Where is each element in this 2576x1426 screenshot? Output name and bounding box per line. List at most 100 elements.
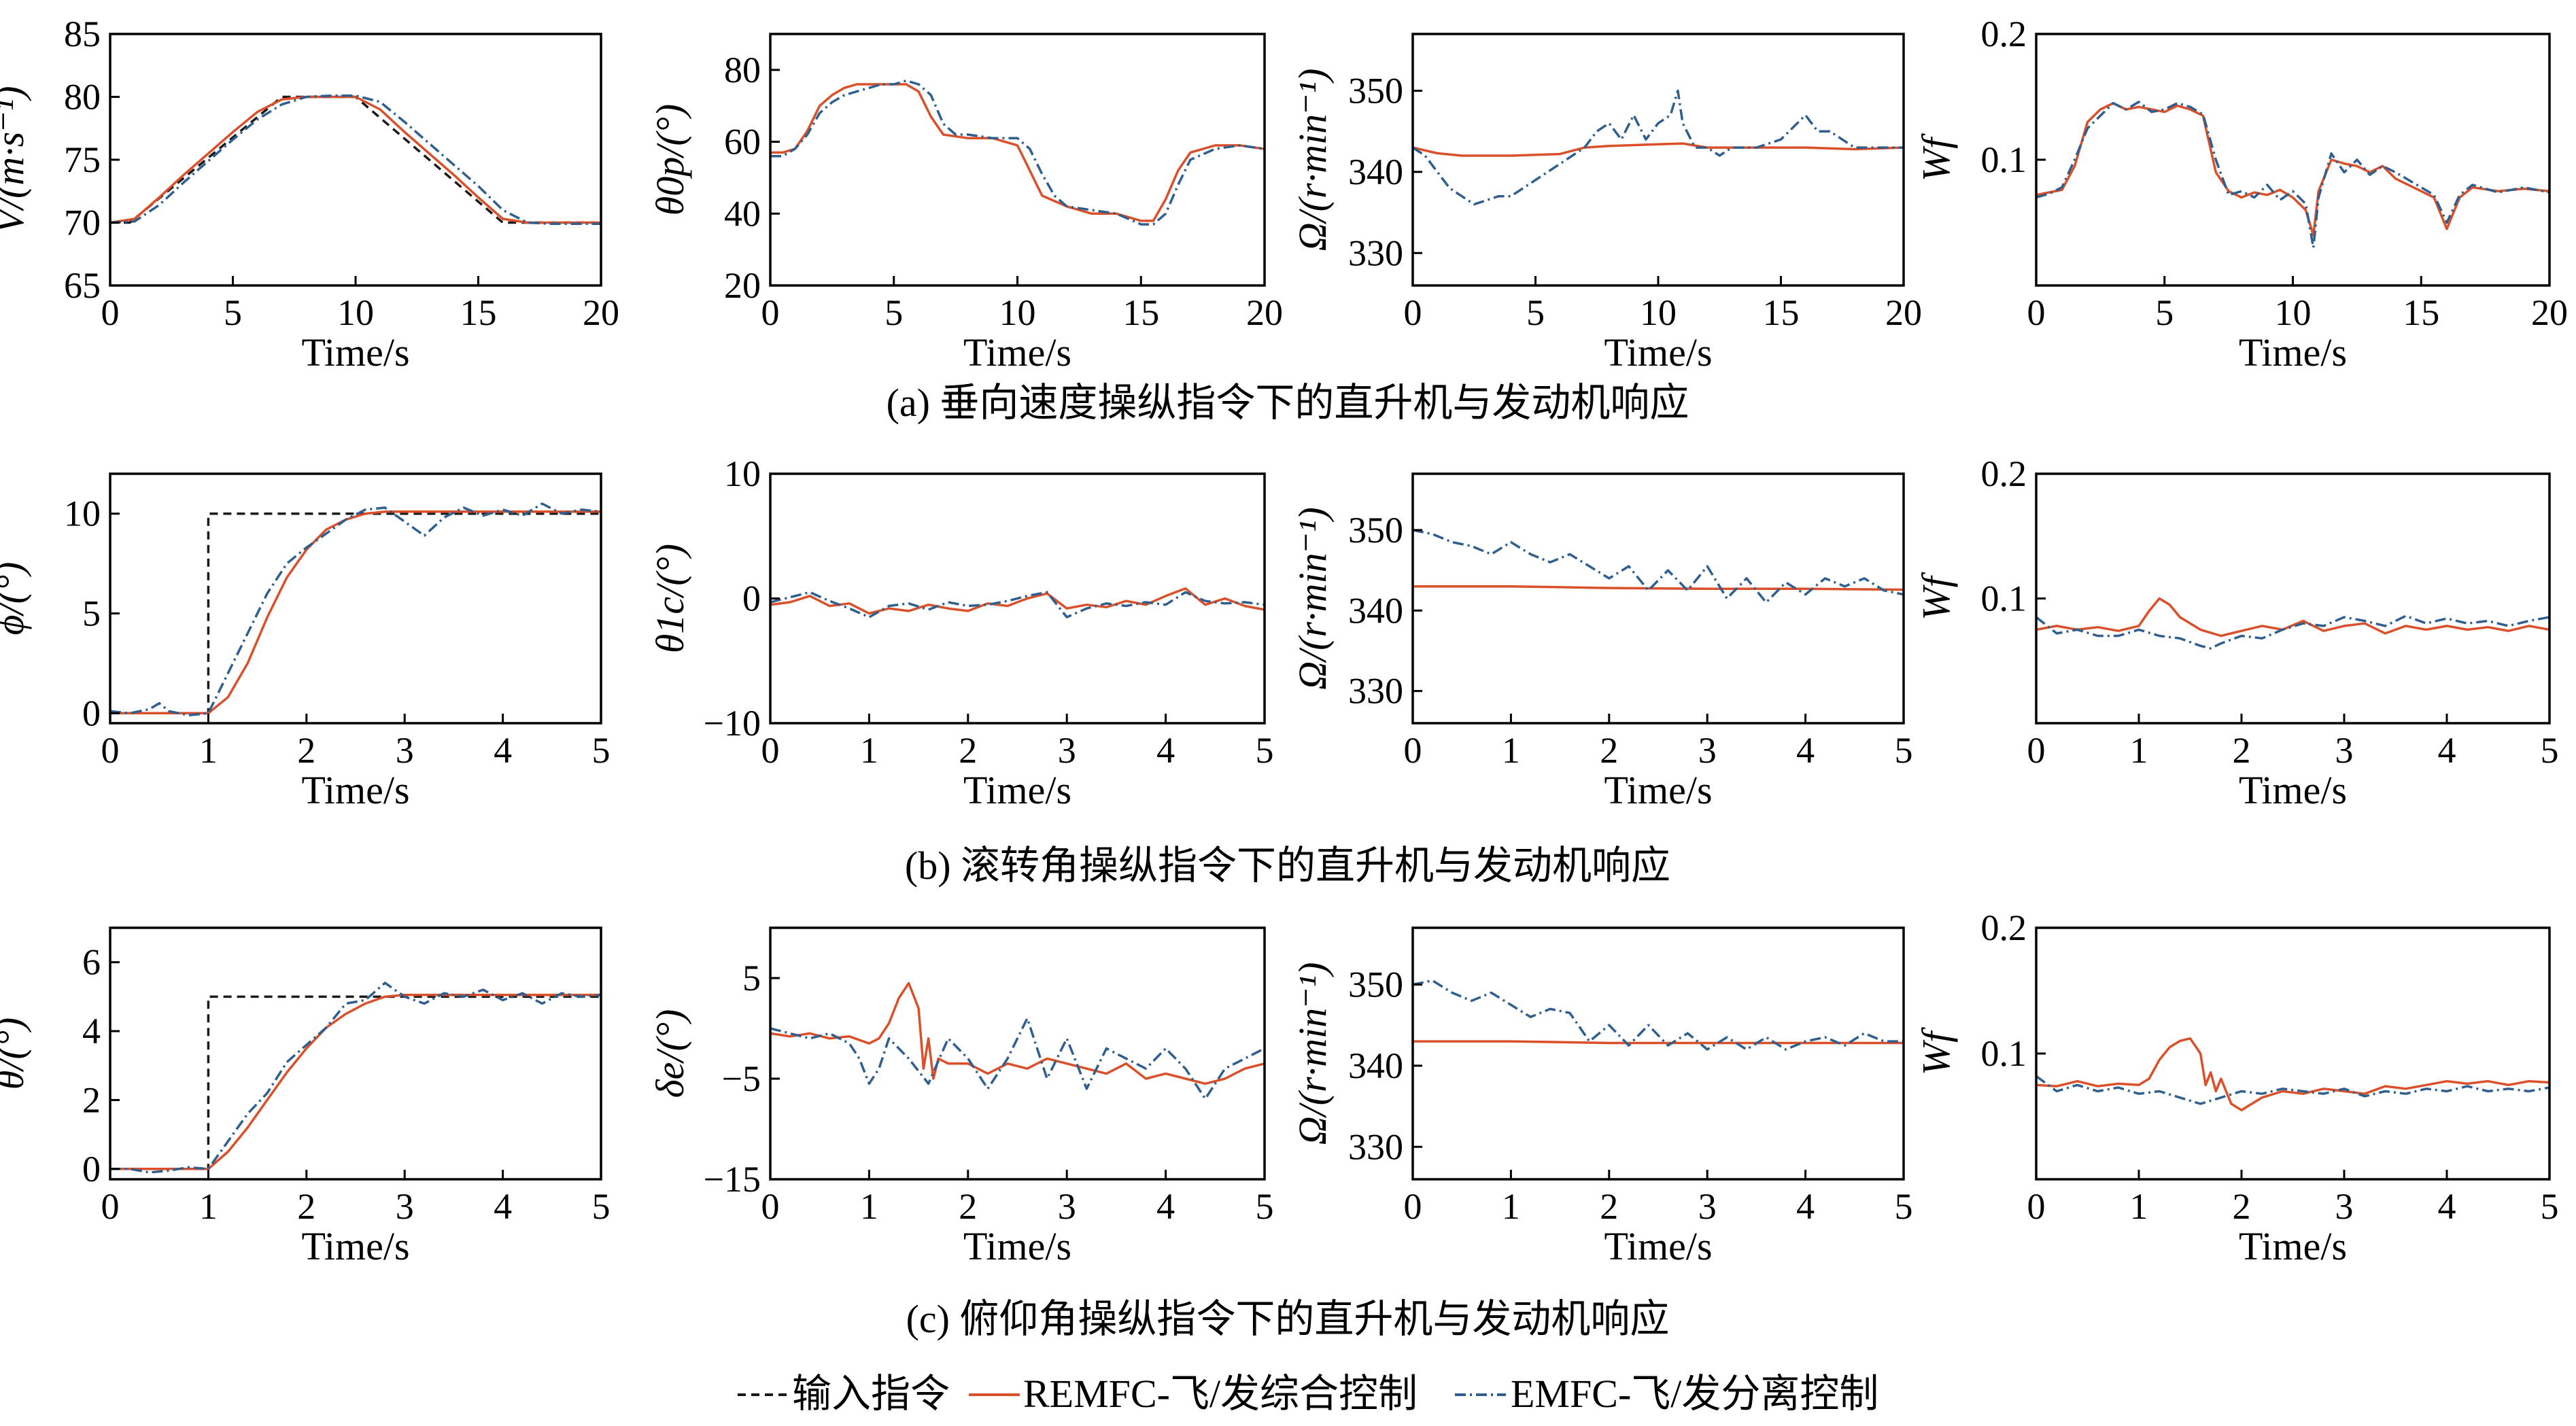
y-axis-label: Ω/(r·min⁻¹) <box>1290 962 1335 1145</box>
x-tick-label: 0 <box>2027 730 2046 771</box>
x-tick-label: 5 <box>885 292 903 333</box>
x-axis-label: Time/s <box>2239 1224 2347 1268</box>
y-tick-label: 330 <box>1348 1126 1403 1167</box>
x-tick-label: 0 <box>1404 1186 1422 1227</box>
series-line-remfc <box>2036 102 2549 237</box>
y-axis-label: δe/(°) <box>648 1009 692 1098</box>
x-tick-label: 2 <box>2233 730 2251 771</box>
series-group <box>110 981 601 1174</box>
y-tick-label: 350 <box>1348 71 1403 111</box>
plot-frame <box>2035 33 2551 287</box>
y-axis-label: Wf <box>1914 572 1958 620</box>
x-axis-label: Time/s <box>1604 1224 1712 1268</box>
chart-panel-5: 0 1 2 3 4 5 0 5 10 Time/s ϕ/(°) <box>0 472 611 812</box>
series-group <box>770 79 1265 226</box>
plot-frame <box>109 33 602 287</box>
chart-panel-2: 0 5 10 15 20 20 40 60 80 Time/s θ0p/(°) <box>648 33 1283 375</box>
x-tick-label: 3 <box>396 1186 414 1227</box>
y-tick-label: 65 <box>64 265 101 306</box>
y-tick-label: 0.2 <box>1981 14 2027 54</box>
chart-panel-4: 0 5 10 15 20 0.1 0.2 Time/s Wf <box>1914 14 2568 375</box>
series-group <box>1413 89 1904 206</box>
x-tick-label: 0 <box>2027 292 2046 333</box>
x-tick-label: 2 <box>2233 1186 2251 1227</box>
y-tick-label: 0 <box>82 693 101 733</box>
chart-panel-12: 0 1 2 3 4 5 0.1 0.2 Time/s Wf <box>1914 907 2559 1268</box>
series-line-remfc <box>2036 1037 2549 1112</box>
x-tick-label: 20 <box>1885 292 1922 333</box>
x-tick-label: 1 <box>199 1186 218 1227</box>
x-tick-label: 5 <box>2541 1186 2559 1227</box>
y-tick-label: 340 <box>1348 590 1403 631</box>
x-tick-label: 0 <box>101 1186 120 1227</box>
x-tick-label: 2 <box>1600 1186 1618 1227</box>
y-tick-label: 85 <box>64 14 101 54</box>
x-tick-label: 3 <box>1698 1186 1717 1227</box>
series-group <box>2036 1037 2549 1112</box>
x-axis-label: Time/s <box>1604 330 1712 375</box>
series-line-emfc <box>1413 979 1904 1051</box>
x-tick-label: 3 <box>1698 730 1717 771</box>
series-line-command <box>110 95 601 224</box>
legend-label-emfc: EMFC-飞/发分离控制 <box>1511 1372 1878 1416</box>
plot-frame <box>2035 926 2551 1181</box>
x-tick-label: 4 <box>1156 1186 1175 1227</box>
plot-frame <box>1411 472 1905 725</box>
series-line-emfc <box>770 591 1265 619</box>
x-tick-label: 4 <box>1796 730 1815 771</box>
y-axis-label: θ/(°) <box>0 1018 32 1090</box>
x-tick-label: 1 <box>199 730 218 771</box>
x-tick-label: 15 <box>460 292 497 333</box>
plot-frame <box>2035 472 2551 725</box>
y-axis-label: V/(m·s⁻¹) <box>0 86 32 233</box>
series-group <box>770 587 1265 619</box>
legend-label-command: 输入指令 <box>792 1372 950 1416</box>
x-tick-label: 5 <box>1895 1186 1913 1227</box>
x-tick-label: 0 <box>1404 292 1422 333</box>
x-tick-label: 1 <box>1502 1186 1520 1227</box>
x-tick-label: 1 <box>860 1186 878 1227</box>
series-group <box>110 502 601 717</box>
x-tick-label: 10 <box>337 292 374 333</box>
y-tick-label: 10 <box>64 493 101 534</box>
y-tick-label: 4 <box>82 1011 101 1051</box>
y-tick-label: 340 <box>1348 152 1403 192</box>
x-tick-label: 3 <box>396 730 414 771</box>
y-tick-label: 5 <box>742 958 761 998</box>
series-line-emfc <box>770 1017 1265 1100</box>
x-axis-label: Time/s <box>2239 768 2347 812</box>
x-axis-label: Time/s <box>963 1224 1071 1268</box>
series-line-emfc <box>110 502 601 717</box>
series-line-command <box>110 512 601 715</box>
x-axis-label: Time/s <box>301 1224 409 1268</box>
y-tick-label: 75 <box>64 139 101 180</box>
y-tick-label: 70 <box>64 203 101 243</box>
x-tick-label: 0 <box>761 292 780 333</box>
y-tick-label: 20 <box>724 265 761 306</box>
x-axis-label: Time/s <box>301 768 409 812</box>
x-axis-label: Time/s <box>2239 330 2347 375</box>
x-tick-label: 5 <box>2155 292 2174 333</box>
y-tick-label: 0.1 <box>1981 139 2027 180</box>
x-tick-label: 15 <box>1122 292 1159 333</box>
y-axis-label: ϕ/(°) <box>0 562 32 636</box>
y-tick-label: 10 <box>724 453 761 494</box>
chart-panel-9: 0 1 2 3 4 5 0 2 4 6 Time/s θ/(°) <box>0 926 611 1268</box>
x-tick-label: 5 <box>224 292 242 333</box>
x-tick-label: 4 <box>494 1186 512 1227</box>
plot-frame <box>109 472 602 725</box>
y-tick-label: 350 <box>1348 510 1403 551</box>
x-tick-label: 5 <box>1895 730 1913 771</box>
x-tick-label: 0 <box>1404 730 1422 771</box>
x-tick-label: 4 <box>1796 1186 1815 1227</box>
y-tick-label: −10 <box>704 703 761 744</box>
x-tick-label: 3 <box>1058 1186 1076 1227</box>
y-tick-label: 40 <box>724 193 761 234</box>
x-tick-label: 5 <box>1256 730 1274 771</box>
y-tick-label: 0.2 <box>1981 907 2027 948</box>
x-tick-label: 2 <box>959 1186 977 1227</box>
x-tick-label: 20 <box>1246 292 1283 333</box>
series-group <box>1413 529 1904 604</box>
series-line-remfc <box>110 510 601 715</box>
